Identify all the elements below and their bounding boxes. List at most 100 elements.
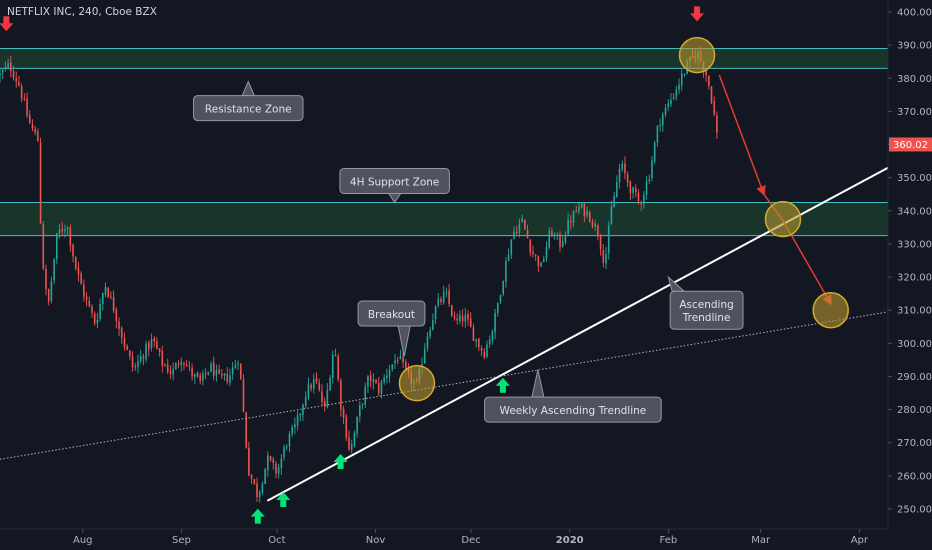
candle-body-118 — [318, 382, 321, 390]
candle-body-30 — [80, 273, 82, 285]
candle-body-157 — [423, 348, 426, 364]
up-arrow-icon-2 — [333, 453, 348, 469]
candle-body-205 — [553, 234, 556, 236]
candle-body-105 — [283, 447, 285, 458]
candle-body-73 — [196, 373, 199, 377]
candle-body-111 — [299, 413, 302, 416]
candle-body-182 — [491, 331, 494, 341]
candle-body-114 — [307, 384, 310, 398]
candle-body-21 — [56, 233, 58, 260]
candle-body-108 — [291, 427, 293, 434]
zone-fill-1 — [0, 202, 888, 236]
candle-body-191 — [515, 232, 518, 234]
candle-body-231 — [624, 163, 626, 174]
candle-body-188 — [507, 255, 510, 261]
candle-body-16 — [42, 224, 45, 269]
candle-body-60 — [161, 351, 164, 366]
candle-body-116 — [313, 379, 315, 389]
candle-body-170 — [459, 314, 461, 321]
candle-body-261 — [705, 70, 707, 76]
candle-body-236 — [637, 192, 640, 202]
candle-body-81 — [218, 369, 220, 374]
candle-body-262 — [708, 75, 710, 87]
candle-body-171 — [461, 316, 464, 322]
candle-body-83 — [223, 373, 226, 376]
candle-body-127 — [342, 408, 345, 418]
candle-body-51 — [137, 361, 139, 367]
candle-body-197 — [532, 251, 534, 254]
candle-body-216 — [583, 203, 586, 217]
callout-label-4-1: Trendline — [682, 312, 731, 324]
candle-body-5 — [12, 71, 15, 78]
candle-body-24 — [64, 229, 66, 232]
up-arrow-icon-3 — [495, 377, 510, 393]
candle-body-209 — [564, 234, 567, 243]
candle-body-84 — [226, 374, 229, 382]
candle-body-139 — [375, 379, 377, 383]
candle-body-173 — [467, 314, 469, 320]
candle-body-110 — [296, 415, 299, 426]
callout-box-4 — [669, 290, 744, 330]
candle-body-161 — [434, 306, 437, 320]
y-tick-label-2: 270.00 — [897, 438, 932, 449]
candle-body-250 — [675, 89, 678, 97]
candle-body-62 — [166, 364, 169, 373]
candle-body-178 — [480, 348, 483, 351]
candles — [0, 46, 718, 503]
candle-body-10 — [26, 98, 28, 117]
candle-body-206 — [556, 234, 559, 236]
zones — [0, 47, 888, 237]
candle-body-52 — [139, 356, 142, 362]
candle-body-121 — [326, 389, 329, 408]
candle-body-50 — [134, 366, 137, 368]
last-price-label: 360.02 — [893, 140, 928, 151]
candle-body-117 — [315, 377, 318, 382]
candle-body-130 — [350, 444, 353, 450]
y-tick-label-15: 400.00 — [897, 8, 932, 19]
trendline-1 — [0, 311, 889, 460]
candle-body-143 — [386, 375, 388, 378]
candle-body-210 — [567, 219, 569, 235]
candle-body-212 — [572, 211, 575, 223]
candle-body-239 — [645, 181, 648, 195]
candle-body-241 — [651, 160, 653, 179]
y-tick-label-14: 390.00 — [897, 41, 932, 52]
x-tick-label-3: Nov — [366, 535, 386, 546]
y-tick-label-4: 290.00 — [897, 372, 932, 383]
candle-body-214 — [578, 206, 580, 212]
candle-body-198 — [534, 254, 537, 256]
candle-body-184 — [496, 303, 499, 314]
markers — [0, 6, 849, 524]
candle-body-3 — [7, 63, 9, 68]
candle-body-221 — [597, 225, 599, 237]
candle-body-235 — [634, 188, 637, 193]
candle-body-150 — [405, 361, 407, 369]
candle-body-200 — [540, 262, 542, 267]
callout-1: 4H Support Zone — [339, 167, 450, 204]
candle-body-44 — [118, 321, 120, 329]
candle-body-217 — [586, 211, 588, 216]
candle-body-234 — [632, 187, 634, 193]
candle-body-248 — [670, 99, 672, 105]
y-tick-label-0: 250.00 — [897, 505, 932, 516]
x-tick-label-5: 2020 — [556, 535, 584, 546]
candle-body-196 — [529, 239, 532, 253]
candle-body-17 — [45, 268, 47, 290]
candle-body-122 — [329, 377, 331, 391]
up-arrow-icon-1 — [276, 492, 291, 508]
candle-body-115 — [310, 384, 312, 389]
candle-body-177 — [478, 338, 480, 348]
candle-body-252 — [680, 73, 683, 85]
candle-body-15 — [39, 142, 42, 224]
y-tick-label-12: 370.00 — [897, 107, 932, 118]
candle-body-18 — [47, 288, 50, 302]
candle-body-29 — [77, 267, 80, 275]
candle-body-38 — [102, 293, 104, 305]
candle-body-162 — [437, 298, 440, 306]
candle-body-28 — [74, 256, 77, 269]
candle-body-204 — [551, 231, 553, 237]
candle-body-193 — [521, 218, 523, 223]
candle-body-172 — [464, 314, 467, 322]
